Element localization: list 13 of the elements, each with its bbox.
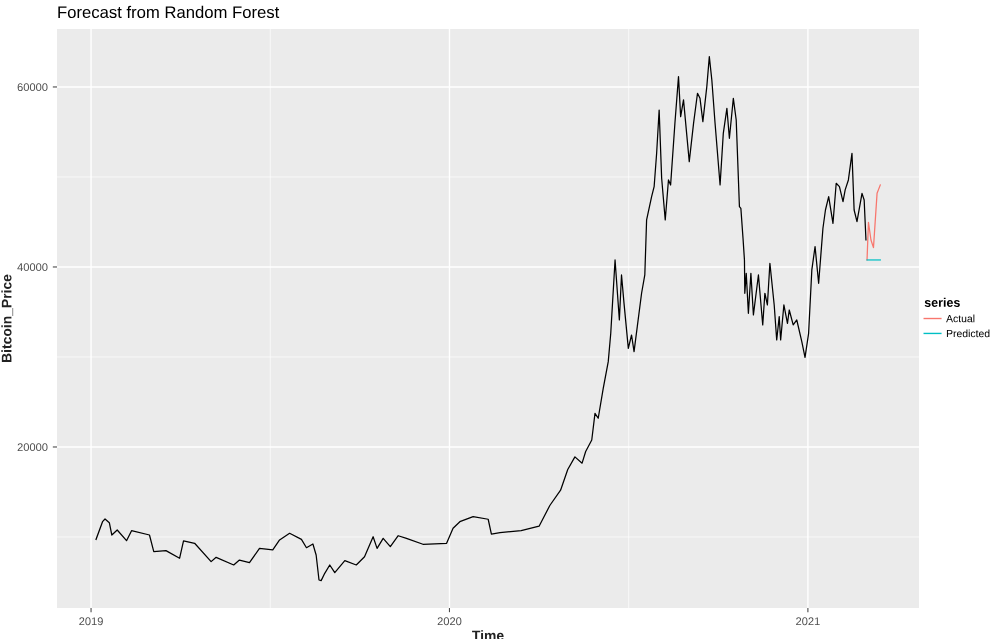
chart-title: Forecast from Random Forest	[58, 5, 280, 19]
line-series	[95, 56, 867, 582]
y-axis-title: Bitcoin_Price	[1, 274, 14, 362]
legend-title: series	[924, 297, 960, 307]
y-tick-label: 20000	[17, 443, 48, 452]
legend-label: Predicted	[946, 329, 990, 338]
line-series	[866, 184, 881, 261]
y-tick-label: 40000	[17, 263, 48, 272]
x-tick-label: 2019	[79, 617, 103, 626]
y-tick-label: 60000	[17, 83, 48, 92]
x-tick-label: 2021	[796, 617, 820, 626]
x-tick-label: 2020	[437, 617, 462, 626]
legend-label: Actual	[946, 314, 975, 323]
